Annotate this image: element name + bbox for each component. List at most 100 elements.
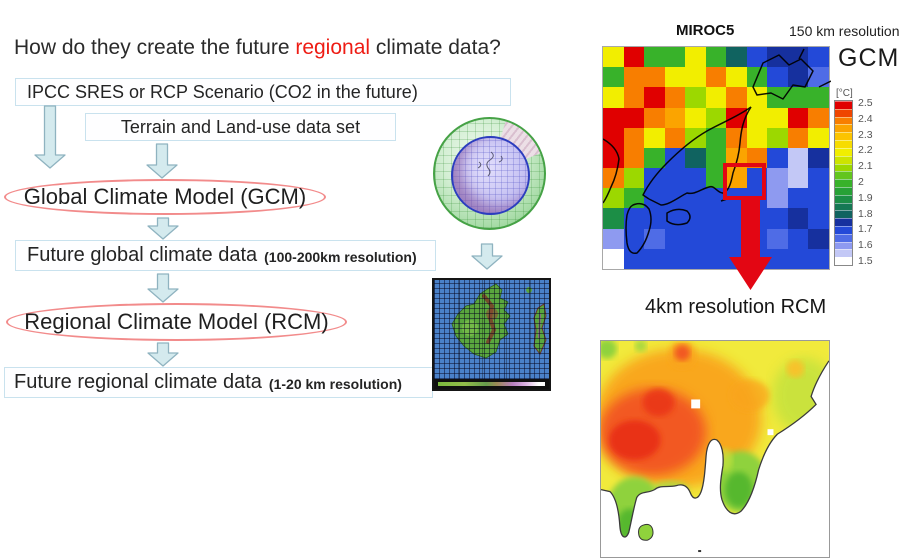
gcm-grid-cell xyxy=(787,67,809,88)
colorbar-segment xyxy=(835,124,852,133)
regional-data-label: Future regional climate data xyxy=(14,371,262,393)
gcm-grid-cell xyxy=(808,208,829,229)
regional-data-box: Future regional climate data (1-20 km re… xyxy=(4,367,433,398)
gcm-grid-cell xyxy=(705,228,727,249)
gcm-grid-cell xyxy=(685,168,706,189)
gcm-grid-cell xyxy=(746,127,768,148)
colorbar-segment xyxy=(835,155,852,164)
gcm-grid-cell xyxy=(787,107,809,128)
down-arrow-icon xyxy=(147,342,179,367)
gcm-grid-cell xyxy=(767,248,788,269)
colorbar-segment xyxy=(835,140,852,148)
gcm-grid-cell xyxy=(603,67,624,88)
gcm-grid-cell xyxy=(726,168,747,189)
gcm-ellipse-label: Global Climate Model (GCM) xyxy=(23,184,307,209)
gcm-grid-cell xyxy=(787,87,809,108)
regional-data-note: (1-20 km resolution) xyxy=(268,376,402,392)
colorbar-segment xyxy=(835,241,852,250)
globe-inner-sphere xyxy=(451,136,530,215)
gcm-grid-cell xyxy=(685,208,706,229)
gcm-grid-cell xyxy=(664,147,686,169)
colorbar-segment xyxy=(835,218,852,226)
kanto-highlight-box xyxy=(723,163,766,200)
gcm-grid-cell xyxy=(623,208,645,229)
gcm-grid-cell xyxy=(623,127,645,148)
gcm-grid-cell xyxy=(746,87,768,108)
gcm-grid-cell xyxy=(705,248,727,269)
gcm-grid-cell xyxy=(623,248,645,269)
gcm-grid-cell xyxy=(644,67,665,88)
terrain-box: Terrain and Land-use data set xyxy=(85,113,396,141)
gcm-grid-cell xyxy=(685,87,706,108)
colorbar-segment xyxy=(835,210,852,219)
gcm-grid-cell xyxy=(705,208,727,229)
temperature-colorbar-labels: 2.5 2.4 2.3 2.2 2.1 2 1.9 1.8 1.7 1.6 1.5 xyxy=(858,97,873,267)
colorbar-label: 1.8 xyxy=(858,207,873,220)
global-data-box: Future global climate data (100-200km re… xyxy=(15,240,436,271)
down-arrow-icon xyxy=(471,243,503,270)
gcm-grid-cell xyxy=(623,47,645,68)
gcm-grid-cell xyxy=(726,67,747,88)
colorbar-label: 1.9 xyxy=(858,191,873,204)
gcm-grid-cell xyxy=(664,67,686,88)
gcm-grid-cell xyxy=(623,228,645,249)
gcm-grid-cell xyxy=(808,47,829,68)
colorbar-label: 2.3 xyxy=(858,128,873,141)
gcm-grid-cell xyxy=(623,67,645,88)
gcm-grid-cell xyxy=(705,87,727,108)
rcm-temperature-map xyxy=(600,340,830,558)
legend-unit: [°C] xyxy=(836,88,853,99)
gcm-resolution-label: 150 km resolution xyxy=(789,23,900,39)
colorbar-label: 2.2 xyxy=(858,144,873,157)
gcm-grid-cell xyxy=(644,87,665,108)
gcm-grid-cell xyxy=(808,127,829,148)
gcm-grid-cell xyxy=(726,47,747,68)
colorbar-segment xyxy=(835,101,852,109)
colorbar-segment xyxy=(835,163,852,172)
scenario-box-label: IPCC SRES or RCP Scenario (CO2 in the fu… xyxy=(27,81,418,102)
down-arrow-icon xyxy=(146,143,178,179)
gcm-model-name: MIROC5 xyxy=(676,22,735,39)
down-arrow-icon xyxy=(147,273,179,303)
gcm-grid-cell xyxy=(644,107,665,128)
colorbar-segment xyxy=(835,226,852,234)
gcm-grid-cell xyxy=(685,228,706,249)
scenario-box: IPCC SRES or RCP Scenario (CO2 in the fu… xyxy=(15,78,511,106)
rcm-caption: 4km resolution RCM xyxy=(645,296,827,318)
gcm-grid-cell xyxy=(808,168,829,189)
gcm-grid-cell xyxy=(603,168,624,189)
colorbar-label: 2.5 xyxy=(858,97,873,109)
colorbar-segment xyxy=(835,249,852,258)
title-pre: How do they create the future xyxy=(14,36,296,59)
temperature-colorbar xyxy=(834,100,853,266)
gcm-grid-cell xyxy=(787,208,809,229)
global-data-note: (100-200km resolution) xyxy=(264,249,417,265)
terrain-box-label: Terrain and Land-use data set xyxy=(120,116,361,137)
gcm-grid-cell xyxy=(808,107,829,128)
gcm-grid-cell xyxy=(664,87,686,108)
colorbar-segment xyxy=(835,233,852,242)
gcm-grid-cell xyxy=(808,188,829,209)
gcm-grid-cell xyxy=(603,228,624,249)
colorbar-label: 2.1 xyxy=(858,160,873,173)
gcm-grid-cell xyxy=(685,147,706,169)
colorbar-label: 2 xyxy=(858,175,864,188)
gcm-grid-cell xyxy=(808,248,829,269)
gcm-grid-cell xyxy=(603,47,624,68)
gcm-grid-cell xyxy=(664,248,686,269)
gcm-grid-cell xyxy=(787,248,809,269)
colorbar-label: 1.7 xyxy=(858,223,873,236)
gcm-grid-cell xyxy=(685,248,706,269)
gcm-grid-cell xyxy=(644,147,665,169)
gcm-grid-cell xyxy=(644,127,665,148)
gcm-grid-cell xyxy=(644,47,665,68)
gcm-grid-cell xyxy=(705,147,727,169)
gcm-grid-cell xyxy=(603,248,624,269)
gcm-grid-cell xyxy=(787,147,809,169)
gcm-map-label: GCM xyxy=(838,44,900,72)
rcm-grid-map-illustration xyxy=(432,278,551,391)
gcm-grid-cell xyxy=(787,188,809,209)
grid-overlay xyxy=(434,280,549,379)
gcm-grid-cell xyxy=(767,188,788,209)
gcm-grid-cell xyxy=(808,147,829,169)
